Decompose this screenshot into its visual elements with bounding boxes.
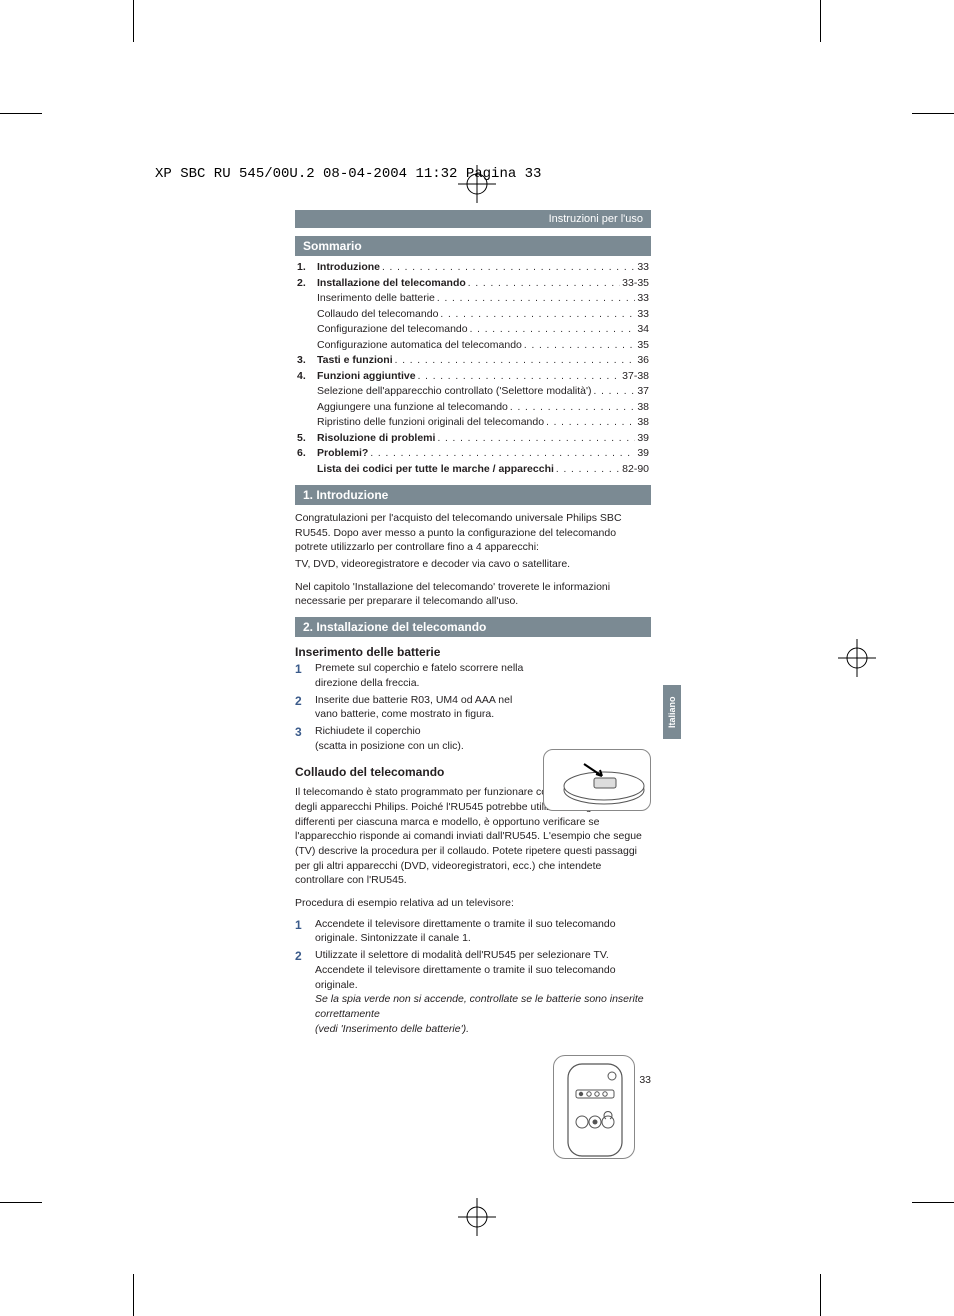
section-installazione: 2. Installazione del telecomando	[295, 617, 651, 637]
toc-label: Inserimento delle batterie	[317, 291, 435, 306]
toc-page: 82-90	[622, 462, 649, 477]
toc-leader	[382, 260, 635, 276]
toc-page: 39	[637, 446, 649, 461]
step-body: Inserite due batterie R03, UM4 od AAA ne…	[315, 693, 535, 722]
toc-label: Introduzione	[317, 260, 380, 275]
toc-leader	[370, 446, 635, 462]
toc-page: 37-38	[622, 369, 649, 384]
toc-row: 2.Installazione del telecomando 33-35	[297, 276, 649, 292]
toc-page: 38	[637, 400, 649, 415]
toc-page: 38	[637, 415, 649, 430]
page-number: 33	[639, 1074, 651, 1086]
toc-leader	[594, 384, 636, 400]
toc-leader	[418, 369, 621, 385]
toc-label: Tasti e funzioni	[317, 353, 393, 368]
toc-row: Inserimento delle batterie 33	[297, 291, 649, 307]
toc-label: Selezione dell'apparecchio controllato (…	[317, 384, 592, 399]
step-body: Utilizzate il selettore di modalità dell…	[315, 948, 651, 1036]
step-number: 2	[295, 693, 315, 722]
toc-row: 3.Tasti e funzioni 36	[297, 353, 649, 369]
toc-row: Configurazione automatica del telecomand…	[297, 338, 649, 354]
registration-mark-icon	[838, 639, 876, 677]
intro-text: Congratulazioni per l'acquisto del telec…	[295, 511, 651, 609]
toc-page: 34	[637, 322, 649, 337]
toc-leader	[546, 415, 635, 431]
toc-row: Ripristino delle funzioni originali del …	[297, 415, 649, 431]
section-sommario: Sommario	[295, 236, 651, 256]
toc-label: Ripristino delle funzioni originali del …	[317, 415, 544, 430]
toc-leader	[437, 291, 635, 307]
toc-label: Funzioni aggiuntive	[317, 369, 416, 384]
toc-page: 33	[637, 307, 649, 322]
remote-illustration	[553, 1055, 635, 1159]
toc-label: Collaudo del telecomando	[317, 307, 438, 322]
toc-row: Selezione dell'apparecchio controllato (…	[297, 384, 649, 400]
toc-page: 37	[637, 384, 649, 399]
toc-row: Aggiungere una funzione al telecomando 38	[297, 400, 649, 416]
collaudo-p2: Procedura di esempio relativa ad un tele…	[295, 896, 651, 911]
toc-label: Installazione del telecomando	[317, 276, 466, 291]
toc-page: 33	[637, 291, 649, 306]
language-tab: Italiano	[663, 685, 681, 739]
toc-row: Lista dei codici per tutte le marche / a…	[297, 462, 649, 478]
toc-leader	[470, 322, 636, 338]
toc-label: Problemi?	[317, 446, 368, 461]
toc-number: 4.	[297, 369, 317, 384]
toc-number: 2.	[297, 276, 317, 291]
toc-page: 33	[637, 260, 649, 275]
toc-label: Configurazione automatica del telecomand…	[317, 338, 522, 353]
toc-row: Collaudo del telecomando 33	[297, 307, 649, 323]
toc-number: 6.	[297, 446, 317, 461]
toc-label: Lista dei codici per tutte le marche / a…	[317, 462, 554, 477]
step-number: 2	[295, 948, 315, 1036]
intro-p3: Nel capitolo 'Installazione del telecoma…	[295, 580, 651, 609]
toc-leader	[510, 400, 635, 416]
toc-page: 35	[637, 338, 649, 353]
toc-leader	[556, 462, 620, 478]
intro-p1: Congratulazioni per l'acquisto del telec…	[295, 511, 651, 555]
toc-label: Configurazione del telecomando	[317, 322, 468, 337]
toc-label: Aggiungere una funzione al telecomando	[317, 400, 508, 415]
ribbon-title: Instruzioni per l'uso	[295, 210, 651, 228]
step-body: Richiudete il coperchio (scatta in posiz…	[315, 724, 535, 753]
toc-leader	[468, 276, 620, 292]
toc-number: 3.	[297, 353, 317, 368]
toc-leader	[395, 353, 636, 369]
toc-number: 5.	[297, 431, 317, 446]
steps-batterie: 1 Premete sul coperchio e fatelo scorrer…	[295, 661, 535, 753]
toc-row: 1.Introduzione 33	[297, 260, 649, 276]
toc-leader	[437, 431, 635, 447]
toc-page: 36	[637, 353, 649, 368]
battery-illustration	[543, 749, 651, 811]
toc-page: 33-35	[622, 276, 649, 291]
section-introduzione: 1. Introduzione	[295, 485, 651, 505]
table-of-contents: 1.Introduzione332.Installazione del tele…	[295, 256, 651, 477]
toc-leader	[524, 338, 635, 354]
step-number: 1	[295, 917, 315, 946]
page-content: Instruzioni per l'uso Sommario 1.Introdu…	[295, 210, 651, 1038]
toc-leader	[440, 307, 635, 323]
toc-row: 6.Problemi? 39	[297, 446, 649, 462]
print-header: XP SBC RU 545/00U.2 08-04-2004 11:32 Pag…	[155, 166, 541, 182]
toc-row: 5.Risoluzione di problemi 39	[297, 431, 649, 447]
toc-page: 39	[637, 431, 649, 446]
subhead-batterie: Inserimento delle batterie	[295, 645, 651, 659]
toc-row: Configurazione del telecomando 34	[297, 322, 649, 338]
step-body: Premete sul coperchio e fatelo scorrere …	[315, 661, 535, 690]
steps-collaudo: 1 Accendete il televisore direttamente o…	[295, 917, 651, 1037]
toc-label: Risoluzione di problemi	[317, 431, 435, 446]
step-number: 3	[295, 724, 315, 753]
toc-row: 4.Funzioni aggiuntive 37-38	[297, 369, 649, 385]
step-number: 1	[295, 661, 315, 690]
registration-mark-icon	[458, 1198, 496, 1236]
step-body: Accendete il televisore direttamente o t…	[315, 917, 651, 946]
toc-number: 1.	[297, 260, 317, 275]
intro-p2: TV, DVD, videoregistratore e decoder via…	[295, 557, 651, 572]
